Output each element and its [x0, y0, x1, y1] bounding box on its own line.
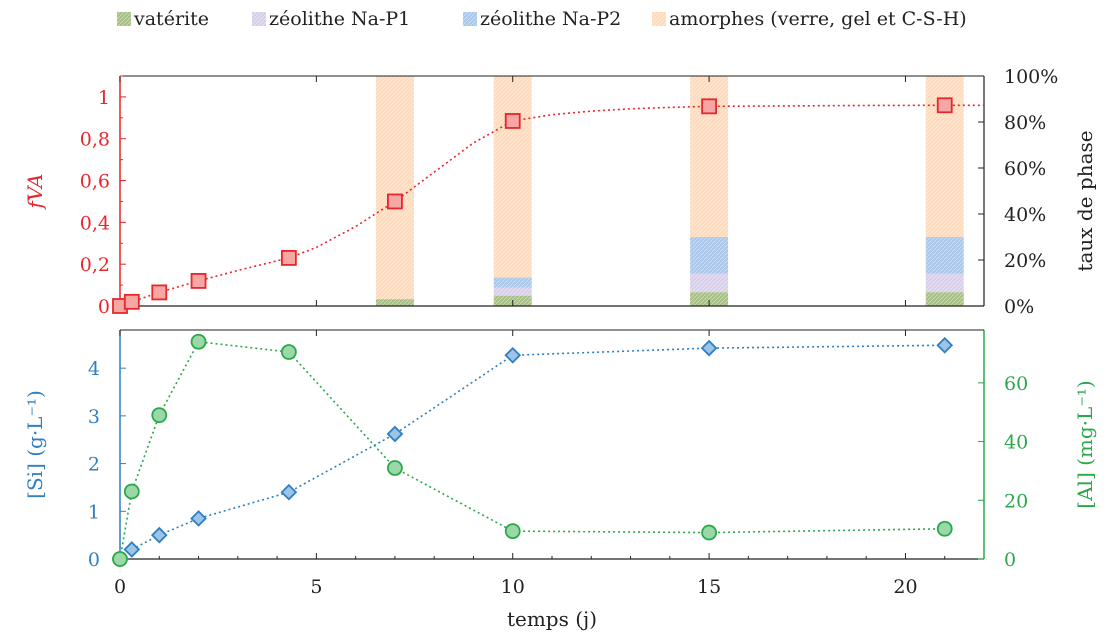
bar-segment — [493, 287, 532, 296]
bar-segment — [493, 277, 532, 288]
legend-label: vatérite — [133, 8, 209, 30]
bar-segment — [925, 273, 964, 293]
phase-tick-label: 100% — [1004, 66, 1058, 88]
si-point — [123, 541, 141, 558]
al-line — [119, 340, 945, 560]
x-tick-label: 20 — [893, 576, 917, 598]
fva-point — [151, 284, 168, 301]
al-tick-label: 0 — [1004, 549, 1016, 571]
fva-tick-label: 0 — [98, 296, 110, 318]
phase-tick-label: 80% — [1004, 112, 1046, 134]
si-point — [700, 339, 718, 357]
al-point — [123, 483, 140, 500]
al-point — [936, 520, 953, 537]
fva-point — [701, 98, 717, 115]
legend-label: amorphes (verre, gel et C-S-H) — [669, 8, 967, 30]
phase-tick-label: 0% — [1004, 296, 1034, 318]
al-tick-label: 60 — [1004, 373, 1028, 395]
al-point — [701, 524, 717, 541]
legend-item: amorphes (verre, gel et C-S-H) — [652, 8, 967, 30]
fva-tick-label: 0,8 — [80, 129, 110, 151]
bar-segment — [925, 292, 964, 306]
fva-tick-label: 0,4 — [80, 212, 110, 234]
fva-point — [387, 193, 403, 210]
al-point — [112, 551, 128, 567]
bar-segment — [375, 76, 414, 300]
legend-item: vatérite — [117, 8, 209, 30]
si-point — [280, 483, 298, 501]
fva-point — [190, 273, 207, 289]
al-point — [190, 333, 207, 350]
legend-label: zéolithe Na-P2 — [480, 8, 621, 30]
bar-segment — [493, 76, 532, 278]
si-point — [150, 526, 168, 544]
al-point — [280, 344, 297, 360]
al-tick-label: 40 — [1004, 432, 1028, 454]
phase-tick-label: 40% — [1004, 204, 1046, 226]
legend-swatch — [117, 12, 131, 26]
fva-tick-label: 0,6 — [80, 171, 110, 193]
al-point — [504, 523, 521, 540]
x-tick-label: 15 — [697, 576, 721, 598]
legend-label: zéolithe Na-P1 — [269, 8, 410, 30]
fva-axis-title: fVA — [23, 174, 47, 211]
legend: vatérite zéolithe Na-P1 zéolithe Na-P2 amor… — [117, 8, 967, 30]
si-point — [386, 425, 404, 443]
legend-item: zéolithe Na-P1 — [252, 8, 410, 30]
x-tick-label: 5 — [310, 576, 322, 598]
si-axis-title: [Si] (g·L⁻¹) — [23, 390, 47, 499]
fva-point — [123, 293, 140, 310]
fva-tick-label: 0,2 — [80, 254, 110, 276]
phase-axis-title: taux de phase — [1073, 130, 1097, 271]
legend-swatch — [252, 12, 266, 26]
al-point — [151, 407, 168, 424]
si-line — [119, 344, 945, 560]
si-point — [190, 510, 207, 527]
si-point — [936, 336, 954, 354]
si-point — [504, 346, 522, 364]
fva-tick-label: 1 — [98, 87, 110, 109]
fva-point — [936, 97, 953, 114]
x-axis-title: temps (j) — [507, 607, 597, 631]
legend-swatch — [652, 12, 666, 26]
top-panel: 0 0,2 0,4 0,6 0,8 1 0% 20% 40% 60% 80% 100% fVA taux … — [23, 66, 1097, 318]
al-point — [387, 460, 403, 476]
bar-segment — [690, 237, 729, 274]
al-tick-label: 20 — [1004, 490, 1028, 512]
bar-segment — [690, 273, 729, 293]
si-tick-label: 1 — [88, 501, 100, 523]
fva-fit-line — [119, 104, 984, 307]
al-axis-title: [Al] (mg·L⁻¹) — [1073, 380, 1097, 508]
phase-tick-label: 60% — [1004, 158, 1046, 180]
legend-swatch — [463, 12, 477, 26]
phase-tick-label: 20% — [1004, 250, 1046, 272]
si-tick-label: 2 — [88, 454, 100, 476]
x-tick-label: 0 — [114, 576, 126, 598]
si-tick-label: 0 — [88, 549, 100, 571]
bar-segment — [925, 237, 964, 274]
x-tick-label: 10 — [501, 576, 525, 598]
si-tick-label: 3 — [88, 406, 100, 428]
legend-item: zéolithe Na-P2 — [463, 8, 621, 30]
fva-point — [504, 113, 521, 129]
si-tick-label: 4 — [88, 358, 100, 380]
bar-segment — [375, 299, 414, 306]
fva-point — [280, 250, 297, 266]
bar-segment — [690, 292, 729, 306]
